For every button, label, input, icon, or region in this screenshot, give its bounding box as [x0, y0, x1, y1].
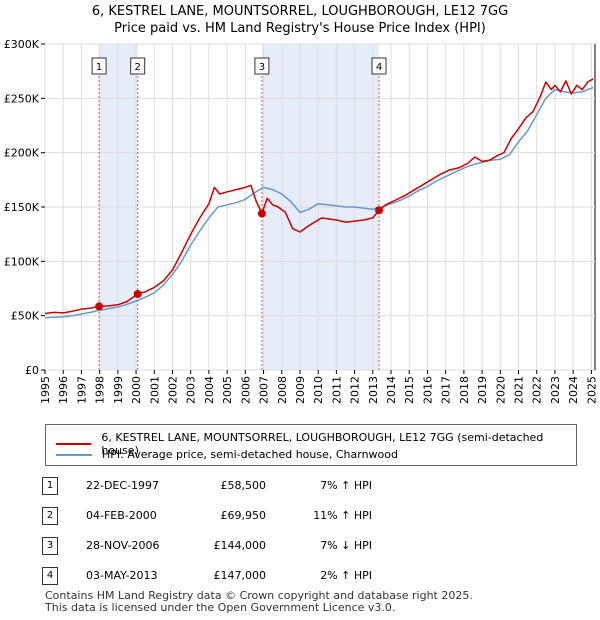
- x-tick-label: 2024: [567, 376, 580, 404]
- x-tick-label: 2008: [276, 376, 289, 404]
- x-tick-label: 2017: [440, 376, 453, 404]
- legend-swatch-property: [56, 443, 92, 445]
- x-tick-label: 2003: [185, 376, 198, 404]
- x-tick-label: 2015: [403, 376, 416, 404]
- x-tick-label: 2009: [294, 376, 307, 404]
- chart-title: 6, KESTREL LANE, MOUNTSORREL, LOUGHBOROU…: [91, 4, 509, 19]
- x-tick-label: 2007: [258, 376, 271, 404]
- x-tick-label: 2023: [549, 376, 562, 404]
- y-tick-label: £100K: [4, 255, 40, 268]
- transaction-number: 1: [42, 477, 58, 495]
- transaction-label: 3: [259, 62, 265, 73]
- transaction-number: 4: [42, 567, 58, 585]
- property-series-line: [44, 78, 594, 315]
- transaction-point: [133, 289, 142, 298]
- legend-label-hpi: HPI: Average price, semi-detached house,…: [102, 448, 398, 461]
- transaction-point: [95, 302, 104, 311]
- x-tick-label: 2002: [166, 376, 179, 404]
- x-tick-label: 1996: [57, 376, 70, 404]
- y-tick-label: £250K: [4, 92, 40, 105]
- x-tick-label: 2012: [349, 376, 362, 404]
- y-tick-label: £50K: [11, 310, 40, 323]
- y-tick-label: £200K: [4, 147, 40, 160]
- x-tick-label: 2018: [458, 376, 471, 404]
- footer-line-copyright: Contains HM Land Registry data © Crown c…: [45, 589, 473, 602]
- x-tick-label: 2013: [367, 376, 380, 404]
- y-tick-label: £150K: [4, 201, 40, 214]
- transaction-row: 2 04-FEB-2000 £69,950 11% ↑ HPI: [42, 507, 402, 527]
- x-tick-label: 1999: [112, 376, 125, 404]
- footer-attribution: Contains HM Land Registry data © Crown c…: [45, 590, 473, 614]
- transaction-label-box: [254, 57, 270, 75]
- y-tick-label: £300K: [4, 38, 40, 51]
- transaction-hpi-change: 11% ↑ HPI: [313, 509, 372, 522]
- transaction-point: [257, 209, 266, 218]
- transaction-row: 1 22-DEC-1997 £58,500 7% ↑ HPI: [42, 477, 402, 497]
- x-tick-label: 2025: [585, 376, 598, 404]
- x-tick-label: 2004: [203, 376, 216, 404]
- legend-item-property: 6, KESTREL LANE, MOUNTSORREL, LOUGHBOROU…: [56, 431, 576, 457]
- legend-item-hpi: HPI: Average price, semi-detached house,…: [56, 448, 398, 461]
- transaction-price: £69,950: [220, 509, 267, 522]
- chart-subtitle: Price paid vs. HM Land Registry's House …: [114, 21, 486, 36]
- x-tick-label: 2011: [330, 376, 343, 404]
- transaction-label-box: [91, 57, 107, 75]
- x-tick-label: 2021: [513, 376, 526, 404]
- transaction-price: £147,000: [213, 569, 267, 582]
- legend-label-property: 6, KESTREL LANE, MOUNTSORREL, LOUGHBOROU…: [101, 431, 544, 457]
- x-tick-label: 2010: [312, 376, 325, 404]
- price-chart: 1 2 3 4 £0 £50K £100K £150K £200K £250K £300K 1995…: [4, 38, 599, 404]
- transaction-date: 04-FEB-2000: [86, 509, 157, 522]
- y-tick-label: £0: [25, 364, 39, 377]
- x-tick-label: 2005: [221, 376, 234, 404]
- transaction-hpi-change: 2% ↑ HPI: [320, 569, 372, 582]
- x-tick-label: 2000: [130, 376, 143, 404]
- transaction-row: 3 28-NOV-2006 £144,000 7% ↓ HPI: [42, 537, 402, 557]
- transaction-number: 3: [42, 537, 58, 555]
- transaction-date: 22-DEC-1997: [86, 479, 160, 492]
- transaction-label-box: [371, 57, 387, 75]
- transaction-date: 03-MAY-2013: [86, 569, 158, 582]
- transaction-label: 2: [135, 62, 141, 73]
- x-tick-label: 2006: [239, 376, 252, 404]
- x-tick-label: 2001: [148, 376, 161, 404]
- transaction-label: 1: [96, 62, 102, 73]
- x-tick-label: 2014: [385, 376, 398, 404]
- x-tick-label: 2022: [531, 376, 544, 404]
- x-tick-label: 1998: [94, 376, 107, 404]
- footer-line-licence: This data is licensed under the Open Gov…: [45, 601, 396, 614]
- transaction-date: 28-NOV-2006: [86, 539, 160, 552]
- x-tick-label: 2016: [421, 376, 434, 404]
- transaction-number: 2: [42, 507, 58, 525]
- legend: 6, KESTREL LANE, MOUNTSORREL, LOUGHBOROU…: [45, 424, 577, 466]
- legend-swatch-hpi: [56, 453, 92, 456]
- transaction-hpi-change: 7% ↑ HPI: [320, 479, 372, 492]
- transaction-point: [375, 206, 384, 215]
- x-tick-label: 2019: [476, 376, 489, 404]
- transaction-hpi-change: 7% ↓ HPI: [320, 539, 372, 552]
- transaction-label: 4: [376, 62, 382, 73]
- transaction-label-box: [130, 57, 146, 75]
- transaction-price: £144,000: [213, 539, 267, 552]
- x-tick-label: 1997: [75, 376, 88, 404]
- x-tick-label: 1995: [39, 376, 52, 404]
- transaction-row: 4 03-MAY-2013 £147,000 2% ↑ HPI: [42, 567, 402, 587]
- transaction-price: £58,500: [220, 479, 267, 492]
- hpi-series-line: [44, 86, 594, 319]
- x-tick-label: 2020: [494, 376, 507, 404]
